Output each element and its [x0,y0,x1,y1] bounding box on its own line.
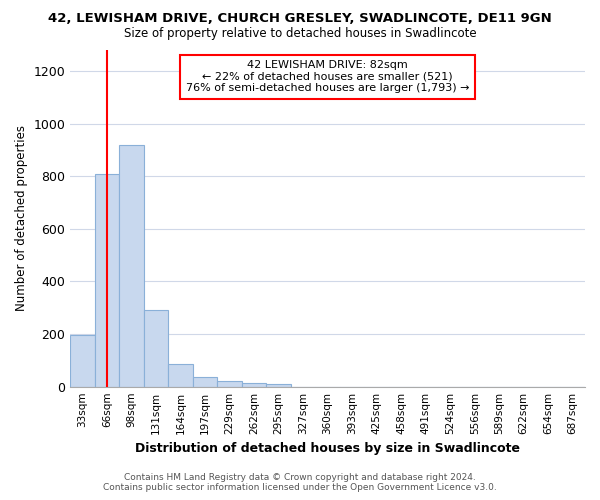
Bar [95,174,119,386]
Bar [217,382,242,386]
Bar [70,336,95,386]
Text: 42, LEWISHAM DRIVE, CHURCH GRESLEY, SWADLINCOTE, DE11 9GN: 42, LEWISHAM DRIVE, CHURCH GRESLEY, SWAD… [48,12,552,26]
X-axis label: Distribution of detached houses by size in Swadlincote: Distribution of detached houses by size … [135,442,520,455]
Bar [242,382,266,386]
Bar [144,310,169,386]
Bar [169,364,193,386]
Bar [266,384,291,386]
Text: 42 LEWISHAM DRIVE: 82sqm
← 22% of detached houses are smaller (521)
76% of semi-: 42 LEWISHAM DRIVE: 82sqm ← 22% of detach… [186,60,469,94]
Text: Size of property relative to detached houses in Swadlincote: Size of property relative to detached ho… [124,28,476,40]
Text: Contains HM Land Registry data © Crown copyright and database right 2024.
Contai: Contains HM Land Registry data © Crown c… [103,473,497,492]
Bar [193,378,217,386]
Y-axis label: Number of detached properties: Number of detached properties [15,126,28,312]
Bar [119,144,144,386]
